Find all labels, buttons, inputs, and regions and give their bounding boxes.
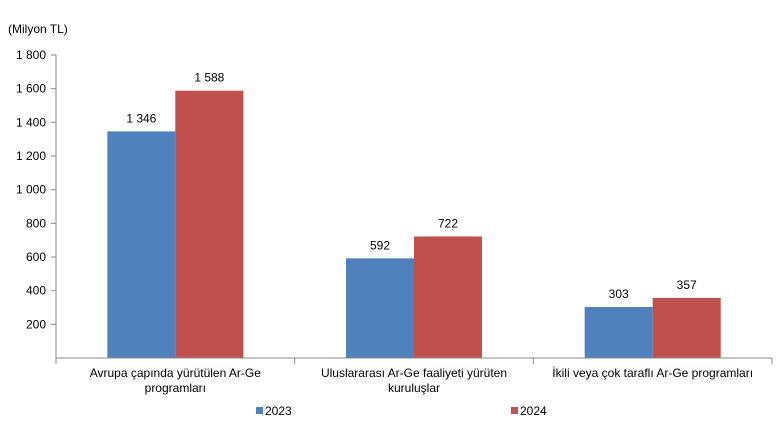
- x-category-label: Uluslararası Ar-Ge faaliyeti yürüten kuru…: [321, 366, 507, 395]
- bar-value-label: 303: [609, 287, 629, 301]
- bar: [346, 258, 414, 358]
- bar: [652, 297, 721, 358]
- y-axis: 200 400 600 800 1 000 1 200 1 400 1 600 1 800: [16, 48, 57, 358]
- bar: [584, 306, 653, 358]
- y-tick-label: 400: [26, 284, 46, 298]
- legend-swatch: [256, 407, 263, 414]
- x-category-label: Avrupa çapında yürütülen Ar-Ge programlar…: [90, 366, 262, 395]
- y-axis-unit-label: (Milyon TL): [8, 22, 68, 36]
- y-tick-label: 800: [26, 216, 46, 230]
- bar-value-label: 592: [370, 238, 390, 252]
- legend-label: 2024: [520, 404, 547, 418]
- bar-value-label: 1 346: [126, 111, 156, 125]
- legend-swatch: [511, 407, 518, 414]
- y-tick-label: 1 800: [16, 48, 46, 62]
- y-tick-label: 600: [26, 250, 46, 264]
- y-tick-label: 1 400: [16, 115, 46, 129]
- plot-area: 1 346 1 588 592 722 303 357: [107, 71, 721, 358]
- x-axis: Avrupa çapında yürütülen Ar-Ge programlar…: [55, 357, 773, 395]
- y-tick-label: 200: [26, 317, 46, 331]
- legend: 2023 2024: [256, 404, 547, 418]
- x-category-label: İkili veya çok taraflı Ar-Ge programları: [552, 366, 753, 380]
- y-tick-label: 1 600: [16, 82, 46, 96]
- y-tick-label: 1 200: [16, 149, 46, 163]
- bar-value-label: 722: [438, 216, 458, 230]
- bar: [107, 131, 176, 358]
- bar: [414, 236, 482, 358]
- legend-label: 2023: [265, 404, 292, 418]
- bar: [175, 90, 244, 358]
- bar-value-label: 357: [677, 278, 697, 292]
- y-tick-label: 1 000: [16, 183, 46, 197]
- bar-value-label: 1 588: [194, 71, 224, 85]
